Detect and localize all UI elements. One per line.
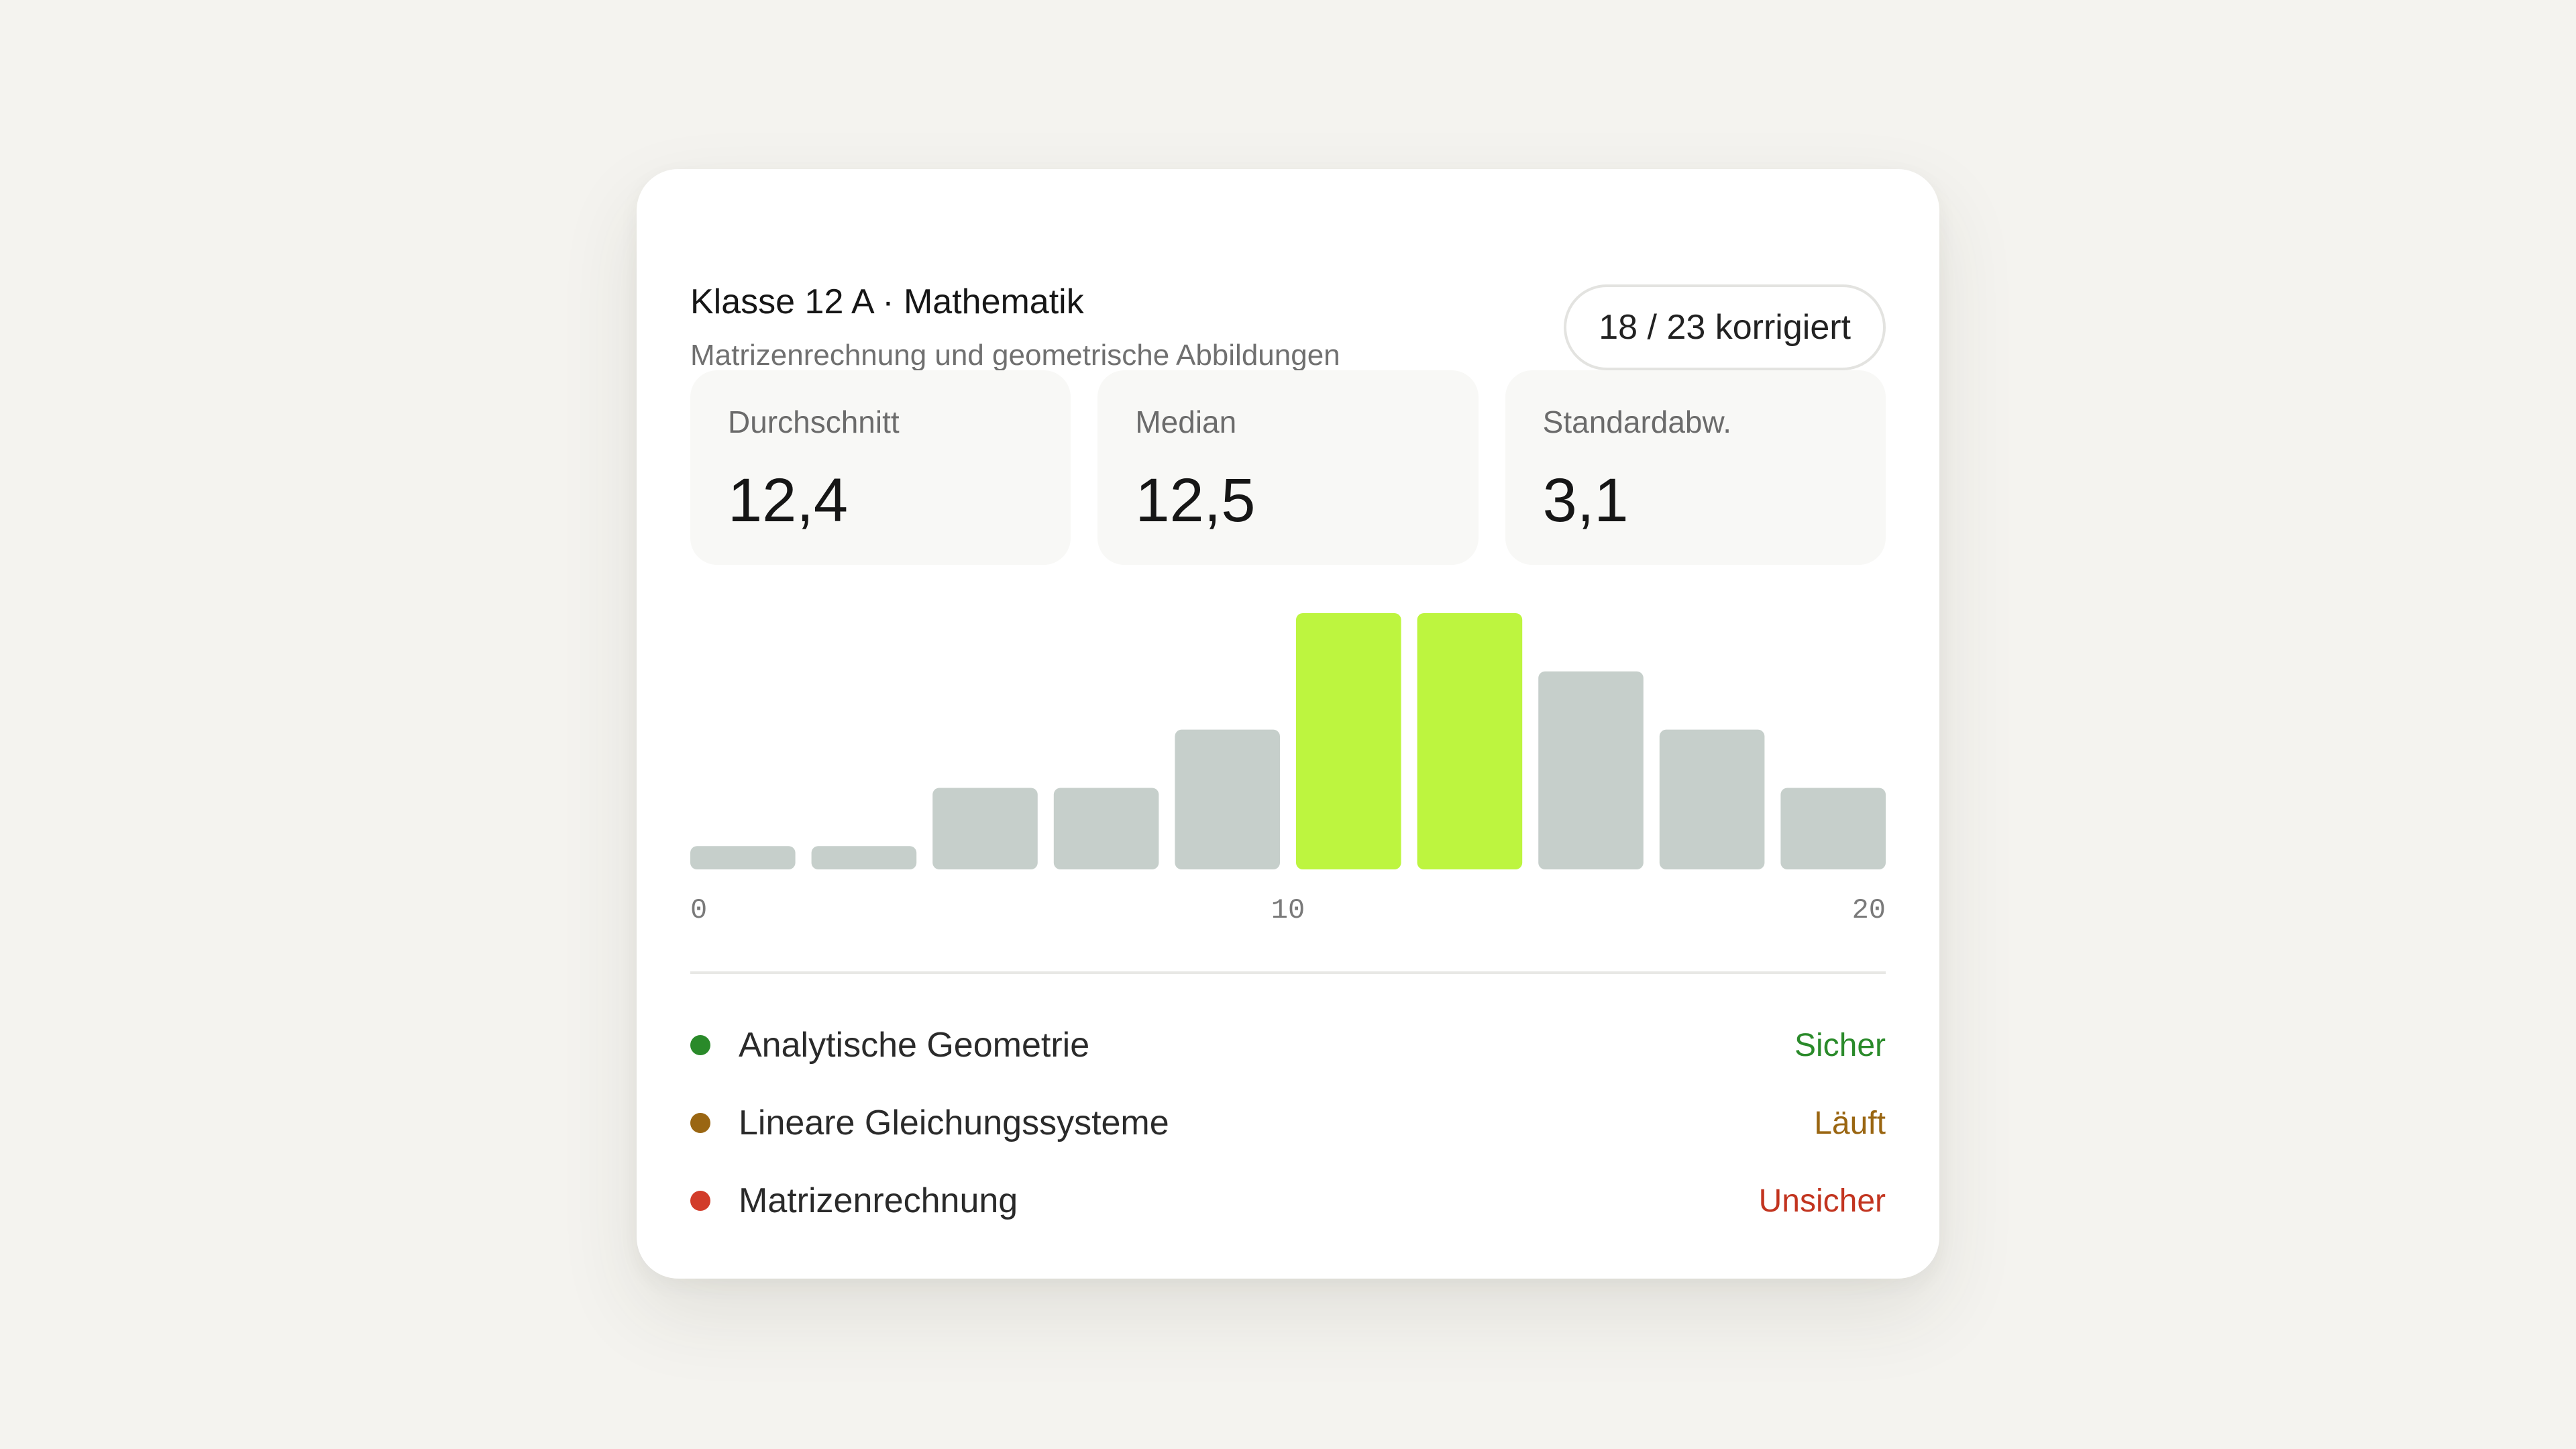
x-tick-label: 10 (1271, 894, 1305, 926)
histogram-bar[interactable] (1417, 613, 1523, 869)
histogram-bar[interactable] (932, 788, 1038, 869)
stat-label: Durchschnitt (728, 405, 900, 439)
section-divider (690, 971, 1886, 974)
stat-value: 12,5 (1135, 466, 1256, 535)
class-summary-card: Klasse 12 A · Mathematik Matrizenrechnun… (637, 169, 1939, 1279)
topic-list: Analytische Geometrie Sicher Lineare Gle… (690, 1006, 1886, 1240)
topic-item[interactable]: Analytische Geometrie Sicher (690, 1006, 1886, 1084)
card-title: Klasse 12 A · Mathematik (690, 282, 1084, 321)
card-subtitle: Matrizenrechnung und geometrische Abbild… (690, 339, 1340, 372)
topic-name: Analytische Geometrie (739, 1026, 1090, 1065)
topic-name: Lineare Gleichungssysteme (739, 1104, 1169, 1142)
histogram-bar[interactable] (1538, 671, 1644, 869)
histogram-bar[interactable] (1296, 613, 1401, 869)
stat-label: Median (1135, 405, 1237, 439)
histogram-bar[interactable] (1659, 729, 1765, 869)
stat-median: Median 12,5 (1097, 370, 1479, 565)
histogram-bar[interactable] (1780, 788, 1886, 869)
stat-value: 12,4 (728, 466, 849, 535)
stat-label: Standardabw. (1542, 405, 1731, 439)
histogram-svg: 0 10 20 (690, 613, 1886, 926)
stats-row: Durchschnitt 12,4 Median 12,5 Standardab… (690, 370, 1886, 565)
stat-stddev: Standardabw. 3,1 (1505, 370, 1886, 565)
status-dot-icon (690, 1113, 710, 1133)
status-dot-icon (690, 1035, 710, 1055)
histogram-bar[interactable] (690, 846, 796, 869)
topic-item[interactable]: Matrizenrechnung Unsicher (690, 1162, 1886, 1240)
topic-status: Sicher (1794, 1027, 1886, 1063)
topic-item[interactable]: Lineare Gleichungssysteme Läuft (690, 1084, 1886, 1162)
topic-status: Unsicher (1758, 1183, 1886, 1219)
x-tick-label: 0 (690, 894, 707, 926)
corrected-count-badge[interactable]: 18 / 23 korrigiert (1564, 284, 1886, 370)
histogram-bar[interactable] (1053, 788, 1159, 869)
grade-distribution-chart: 0 10 20 (690, 604, 1886, 926)
histogram-bar[interactable] (1175, 729, 1280, 869)
topic-status: Läuft (1814, 1105, 1886, 1141)
topic-name: Matrizenrechnung (739, 1181, 1018, 1220)
stat-average: Durchschnitt 12,4 (690, 370, 1071, 565)
stat-value: 3,1 (1542, 466, 1629, 535)
status-dot-icon (690, 1191, 710, 1211)
card-header: Klasse 12 A · Mathematik Matrizenrechnun… (690, 223, 1886, 370)
histogram-bar[interactable] (811, 846, 917, 869)
x-tick-label: 20 (1852, 894, 1886, 926)
